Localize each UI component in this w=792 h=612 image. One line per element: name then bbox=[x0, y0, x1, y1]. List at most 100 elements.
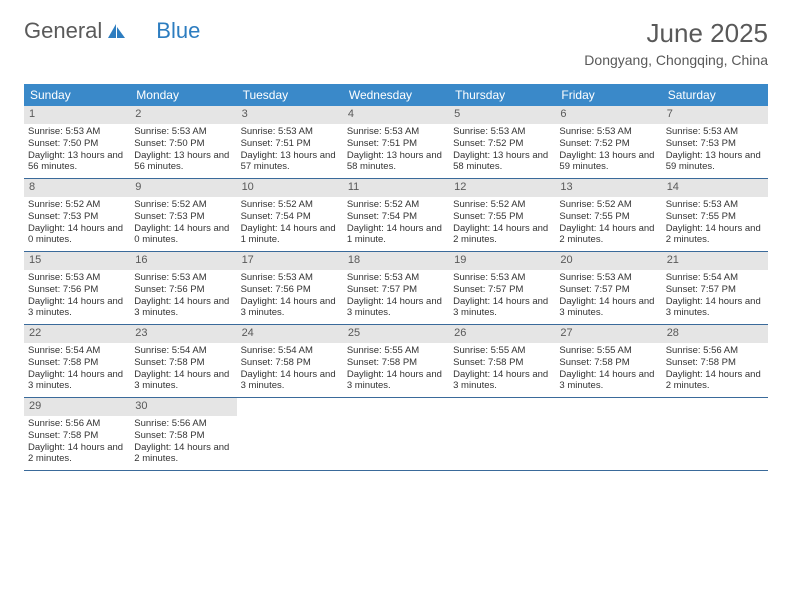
day-cell: 8Sunrise: 5:52 AMSunset: 7:53 PMDaylight… bbox=[24, 179, 130, 251]
sunset-line: Sunset: 7:50 PM bbox=[24, 138, 130, 150]
day-number: 22 bbox=[24, 325, 130, 343]
sunrise-line: Sunrise: 5:54 AM bbox=[237, 345, 343, 357]
sunrise-line: Sunrise: 5:53 AM bbox=[130, 126, 236, 138]
daylight-line: Daylight: 14 hours and 3 minutes. bbox=[237, 296, 343, 320]
sunset-line: Sunset: 7:55 PM bbox=[555, 211, 661, 223]
sunrise-line: Sunrise: 5:53 AM bbox=[237, 126, 343, 138]
day-number: 28 bbox=[662, 325, 768, 343]
sunset-line: Sunset: 7:52 PM bbox=[555, 138, 661, 150]
day-cell bbox=[555, 398, 661, 470]
sunrise-line: Sunrise: 5:52 AM bbox=[24, 199, 130, 211]
daylight-line: Daylight: 14 hours and 3 minutes. bbox=[24, 369, 130, 393]
sunrise-line: Sunrise: 5:53 AM bbox=[555, 272, 661, 284]
day-cell: 18Sunrise: 5:53 AMSunset: 7:57 PMDayligh… bbox=[343, 252, 449, 324]
sunrise-line: Sunrise: 5:54 AM bbox=[24, 345, 130, 357]
sunrise-line: Sunrise: 5:53 AM bbox=[343, 272, 449, 284]
daylight-line: Daylight: 14 hours and 3 minutes. bbox=[343, 369, 449, 393]
day-number: 13 bbox=[555, 179, 661, 197]
daylight-line: Daylight: 14 hours and 3 minutes. bbox=[662, 296, 768, 320]
logo-text-2: Blue bbox=[156, 18, 200, 44]
sunset-line: Sunset: 7:57 PM bbox=[555, 284, 661, 296]
daylight-line: Daylight: 14 hours and 3 minutes. bbox=[130, 369, 236, 393]
daylight-line: Daylight: 14 hours and 0 minutes. bbox=[24, 223, 130, 247]
week-row: 1Sunrise: 5:53 AMSunset: 7:50 PMDaylight… bbox=[24, 106, 768, 179]
daylight-line: Daylight: 14 hours and 2 minutes. bbox=[662, 369, 768, 393]
sunset-line: Sunset: 7:58 PM bbox=[555, 357, 661, 369]
sunset-line: Sunset: 7:56 PM bbox=[237, 284, 343, 296]
day-cell: 17Sunrise: 5:53 AMSunset: 7:56 PMDayligh… bbox=[237, 252, 343, 324]
day-cell: 24Sunrise: 5:54 AMSunset: 7:58 PMDayligh… bbox=[237, 325, 343, 397]
day-number: 1 bbox=[24, 106, 130, 124]
day-cell bbox=[237, 398, 343, 470]
daylight-line: Daylight: 14 hours and 3 minutes. bbox=[237, 369, 343, 393]
day-cell: 26Sunrise: 5:55 AMSunset: 7:58 PMDayligh… bbox=[449, 325, 555, 397]
day-cell: 21Sunrise: 5:54 AMSunset: 7:57 PMDayligh… bbox=[662, 252, 768, 324]
sunrise-line: Sunrise: 5:53 AM bbox=[555, 126, 661, 138]
dayname: Thursday bbox=[449, 84, 555, 106]
day-cell: 3Sunrise: 5:53 AMSunset: 7:51 PMDaylight… bbox=[237, 106, 343, 178]
page-title: June 2025 bbox=[584, 18, 768, 49]
sunset-line: Sunset: 7:58 PM bbox=[662, 357, 768, 369]
day-number: 6 bbox=[555, 106, 661, 124]
day-number: 4 bbox=[343, 106, 449, 124]
sunrise-line: Sunrise: 5:53 AM bbox=[24, 126, 130, 138]
day-cell bbox=[662, 398, 768, 470]
daylight-line: Daylight: 14 hours and 1 minute. bbox=[343, 223, 449, 247]
title-block: June 2025 Dongyang, Chongqing, China bbox=[584, 18, 768, 68]
logo-sail-icon bbox=[106, 22, 128, 40]
day-number: 19 bbox=[449, 252, 555, 270]
week-row: 29Sunrise: 5:56 AMSunset: 7:58 PMDayligh… bbox=[24, 398, 768, 471]
day-cell: 2Sunrise: 5:53 AMSunset: 7:50 PMDaylight… bbox=[130, 106, 236, 178]
day-number: 14 bbox=[662, 179, 768, 197]
daylight-line: Daylight: 14 hours and 3 minutes. bbox=[555, 296, 661, 320]
sunset-line: Sunset: 7:58 PM bbox=[24, 357, 130, 369]
sunset-line: Sunset: 7:57 PM bbox=[343, 284, 449, 296]
sunrise-line: Sunrise: 5:53 AM bbox=[449, 126, 555, 138]
daylight-line: Daylight: 13 hours and 57 minutes. bbox=[237, 150, 343, 174]
sunset-line: Sunset: 7:58 PM bbox=[130, 357, 236, 369]
daylight-line: Daylight: 14 hours and 3 minutes. bbox=[24, 296, 130, 320]
sunset-line: Sunset: 7:58 PM bbox=[237, 357, 343, 369]
sunset-line: Sunset: 7:53 PM bbox=[24, 211, 130, 223]
day-cell bbox=[343, 398, 449, 470]
sunrise-line: Sunrise: 5:52 AM bbox=[449, 199, 555, 211]
week-row: 8Sunrise: 5:52 AMSunset: 7:53 PMDaylight… bbox=[24, 179, 768, 252]
daylight-line: Daylight: 14 hours and 2 minutes. bbox=[130, 442, 236, 466]
sunset-line: Sunset: 7:56 PM bbox=[24, 284, 130, 296]
day-cell: 10Sunrise: 5:52 AMSunset: 7:54 PMDayligh… bbox=[237, 179, 343, 251]
sunrise-line: Sunrise: 5:53 AM bbox=[237, 272, 343, 284]
week-row: 22Sunrise: 5:54 AMSunset: 7:58 PMDayligh… bbox=[24, 325, 768, 398]
day-cell: 7Sunrise: 5:53 AMSunset: 7:53 PMDaylight… bbox=[662, 106, 768, 178]
dayname: Friday bbox=[555, 84, 661, 106]
day-number: 20 bbox=[555, 252, 661, 270]
day-cell: 16Sunrise: 5:53 AMSunset: 7:56 PMDayligh… bbox=[130, 252, 236, 324]
day-cell: 4Sunrise: 5:53 AMSunset: 7:51 PMDaylight… bbox=[343, 106, 449, 178]
dayname: Tuesday bbox=[237, 84, 343, 106]
day-number: 23 bbox=[130, 325, 236, 343]
day-cell: 19Sunrise: 5:53 AMSunset: 7:57 PMDayligh… bbox=[449, 252, 555, 324]
daylight-line: Daylight: 14 hours and 1 minute. bbox=[237, 223, 343, 247]
sunset-line: Sunset: 7:58 PM bbox=[24, 430, 130, 442]
day-header-row: Sunday Monday Tuesday Wednesday Thursday… bbox=[24, 84, 768, 106]
daylight-line: Daylight: 14 hours and 3 minutes. bbox=[449, 296, 555, 320]
daylight-line: Daylight: 14 hours and 2 minutes. bbox=[555, 223, 661, 247]
day-cell: 15Sunrise: 5:53 AMSunset: 7:56 PMDayligh… bbox=[24, 252, 130, 324]
day-number: 18 bbox=[343, 252, 449, 270]
day-cell: 9Sunrise: 5:52 AMSunset: 7:53 PMDaylight… bbox=[130, 179, 236, 251]
day-number: 29 bbox=[24, 398, 130, 416]
day-number: 9 bbox=[130, 179, 236, 197]
daylight-line: Daylight: 13 hours and 59 minutes. bbox=[555, 150, 661, 174]
sunrise-line: Sunrise: 5:54 AM bbox=[662, 272, 768, 284]
sunrise-line: Sunrise: 5:53 AM bbox=[662, 199, 768, 211]
day-cell: 20 Sunrise: 5:53 AMSunset: 7:57 PMDayligh… bbox=[555, 252, 661, 324]
sunrise-line: Sunrise: 5:53 AM bbox=[343, 126, 449, 138]
week-row: 15Sunrise: 5:53 AMSunset: 7:56 PMDayligh… bbox=[24, 252, 768, 325]
day-number: 27 bbox=[555, 325, 661, 343]
day-number: 26 bbox=[449, 325, 555, 343]
day-cell: 14Sunrise: 5:53 AMSunset: 7:55 PMDayligh… bbox=[662, 179, 768, 251]
daylight-line: Daylight: 13 hours and 59 minutes. bbox=[662, 150, 768, 174]
sunrise-line: Sunrise: 5:53 AM bbox=[130, 272, 236, 284]
sunset-line: Sunset: 7:51 PM bbox=[237, 138, 343, 150]
sunrise-line: Sunrise: 5:53 AM bbox=[24, 272, 130, 284]
calendar: Sunday Monday Tuesday Wednesday Thursday… bbox=[24, 84, 768, 471]
